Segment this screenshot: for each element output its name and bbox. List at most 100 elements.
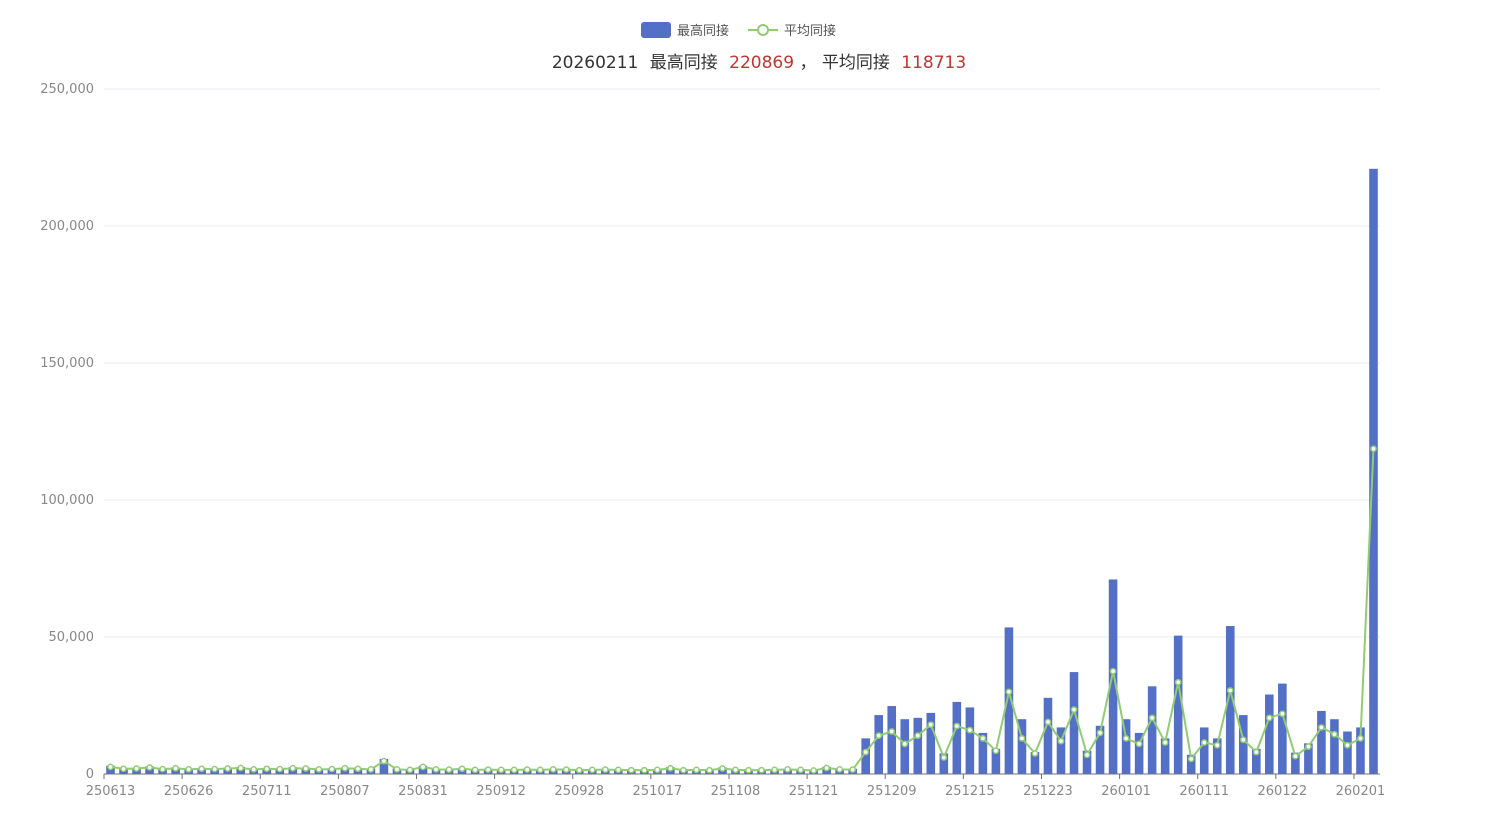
avg-point[interactable] bbox=[211, 765, 219, 773]
avg-point[interactable] bbox=[758, 766, 765, 774]
avg-point[interactable] bbox=[849, 766, 857, 773]
avg-point[interactable] bbox=[133, 765, 140, 772]
avg-point[interactable] bbox=[536, 766, 544, 774]
avg-point[interactable] bbox=[302, 765, 310, 772]
bar[interactable] bbox=[1291, 752, 1300, 774]
avg-point[interactable] bbox=[823, 764, 830, 772]
avg-point[interactable] bbox=[497, 766, 505, 774]
avg-point[interactable] bbox=[745, 766, 752, 774]
avg-point[interactable] bbox=[979, 735, 987, 742]
avg-point[interactable] bbox=[432, 765, 440, 773]
avg-point[interactable] bbox=[627, 766, 635, 774]
avg-point[interactable] bbox=[159, 765, 166, 773]
bar[interactable] bbox=[978, 732, 988, 774]
avg-point[interactable] bbox=[575, 766, 583, 774]
avg-point[interactable] bbox=[1305, 743, 1312, 750]
avg-point[interactable] bbox=[458, 765, 466, 773]
bar[interactable] bbox=[1043, 697, 1053, 774]
avg-point[interactable] bbox=[1344, 741, 1351, 749]
avg-point[interactable] bbox=[836, 765, 844, 773]
avg-point[interactable] bbox=[315, 765, 323, 773]
avg-point[interactable] bbox=[1070, 706, 1078, 713]
avg-point[interactable] bbox=[953, 722, 961, 730]
avg-point[interactable] bbox=[992, 747, 1000, 755]
avg-point[interactable] bbox=[341, 764, 349, 772]
bar[interactable] bbox=[1356, 727, 1365, 774]
bar[interactable] bbox=[1343, 731, 1352, 774]
avg-point[interactable] bbox=[549, 765, 557, 773]
avg-point[interactable] bbox=[354, 765, 362, 773]
avg-point[interactable] bbox=[888, 728, 896, 735]
avg-point[interactable] bbox=[654, 766, 661, 774]
avg-point[interactable] bbox=[914, 732, 922, 739]
bar[interactable] bbox=[1095, 725, 1105, 774]
bar[interactable] bbox=[1082, 750, 1092, 774]
avg-point[interactable] bbox=[1318, 724, 1325, 731]
avg-point[interactable] bbox=[771, 766, 778, 774]
avg-point[interactable] bbox=[523, 766, 531, 773]
avg-point[interactable] bbox=[1005, 688, 1013, 696]
bar[interactable] bbox=[1212, 738, 1222, 774]
bar[interactable] bbox=[874, 715, 884, 774]
avg-point[interactable] bbox=[732, 766, 739, 774]
legend-line-swatch-marker[interactable] bbox=[757, 24, 769, 36]
bar[interactable] bbox=[1304, 743, 1313, 774]
avg-point[interactable] bbox=[810, 767, 817, 774]
avg-point[interactable] bbox=[562, 766, 570, 773]
bar[interactable] bbox=[1265, 694, 1274, 774]
bar[interactable] bbox=[926, 712, 936, 774]
bar[interactable] bbox=[1134, 732, 1144, 774]
avg-point[interactable] bbox=[107, 763, 114, 771]
bar[interactable] bbox=[1278, 683, 1287, 774]
bar[interactable] bbox=[1056, 727, 1066, 774]
bar[interactable] bbox=[1108, 579, 1118, 774]
avg-point[interactable] bbox=[185, 765, 192, 773]
bar[interactable] bbox=[1173, 635, 1183, 774]
avg-point[interactable] bbox=[263, 765, 271, 773]
avg-point[interactable] bbox=[1122, 735, 1130, 742]
bar[interactable] bbox=[952, 701, 962, 774]
avg-point[interactable] bbox=[719, 765, 726, 772]
avg-point[interactable] bbox=[406, 766, 414, 774]
avg-point[interactable] bbox=[250, 765, 258, 773]
bar[interactable] bbox=[991, 748, 1001, 774]
avg-point[interactable] bbox=[1226, 687, 1234, 694]
avg-point[interactable] bbox=[276, 765, 284, 773]
bar[interactable] bbox=[1160, 738, 1170, 774]
avg-point[interactable] bbox=[289, 764, 297, 772]
avg-point[interactable] bbox=[601, 766, 609, 773]
bar[interactable] bbox=[1147, 686, 1157, 774]
avg-point[interactable] bbox=[445, 766, 453, 773]
avg-point[interactable] bbox=[1148, 714, 1156, 722]
bar[interactable] bbox=[1121, 719, 1131, 774]
bar[interactable] bbox=[861, 738, 870, 774]
bar[interactable] bbox=[1030, 752, 1040, 774]
avg-point[interactable] bbox=[693, 766, 700, 774]
bar[interactable] bbox=[1330, 719, 1339, 774]
avg-point[interactable] bbox=[706, 766, 713, 774]
bar[interactable] bbox=[1017, 719, 1027, 774]
avg-point[interactable] bbox=[588, 766, 596, 774]
avg-point[interactable] bbox=[901, 740, 909, 748]
avg-point[interactable] bbox=[614, 766, 622, 774]
avg-point[interactable] bbox=[784, 765, 791, 773]
avg-point[interactable] bbox=[198, 765, 206, 773]
avg-point[interactable] bbox=[1083, 751, 1091, 759]
avg-point[interactable] bbox=[1200, 739, 1208, 746]
avg-point[interactable] bbox=[120, 765, 127, 773]
bar[interactable] bbox=[1225, 626, 1235, 774]
avg-point[interactable] bbox=[1135, 740, 1143, 748]
legend-line-label[interactable]: 平均同接 bbox=[784, 23, 836, 39]
avg-point[interactable] bbox=[640, 766, 648, 774]
avg-point[interactable] bbox=[146, 764, 153, 771]
avg-point[interactable] bbox=[1278, 710, 1286, 718]
avg-point[interactable] bbox=[1031, 750, 1039, 757]
avg-point[interactable] bbox=[328, 765, 336, 773]
bar[interactable] bbox=[913, 717, 923, 774]
avg-point[interactable] bbox=[393, 765, 401, 773]
avg-point[interactable] bbox=[797, 766, 804, 774]
avg-point[interactable] bbox=[1057, 737, 1065, 745]
legend-bar-label[interactable]: 最高同接 bbox=[677, 23, 729, 39]
avg-point[interactable] bbox=[667, 764, 674, 772]
avg-point[interactable] bbox=[966, 726, 974, 734]
